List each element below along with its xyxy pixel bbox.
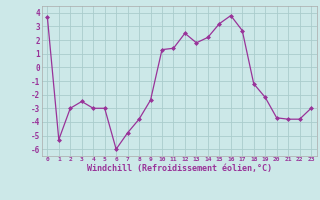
X-axis label: Windchill (Refroidissement éolien,°C): Windchill (Refroidissement éolien,°C)	[87, 164, 272, 173]
